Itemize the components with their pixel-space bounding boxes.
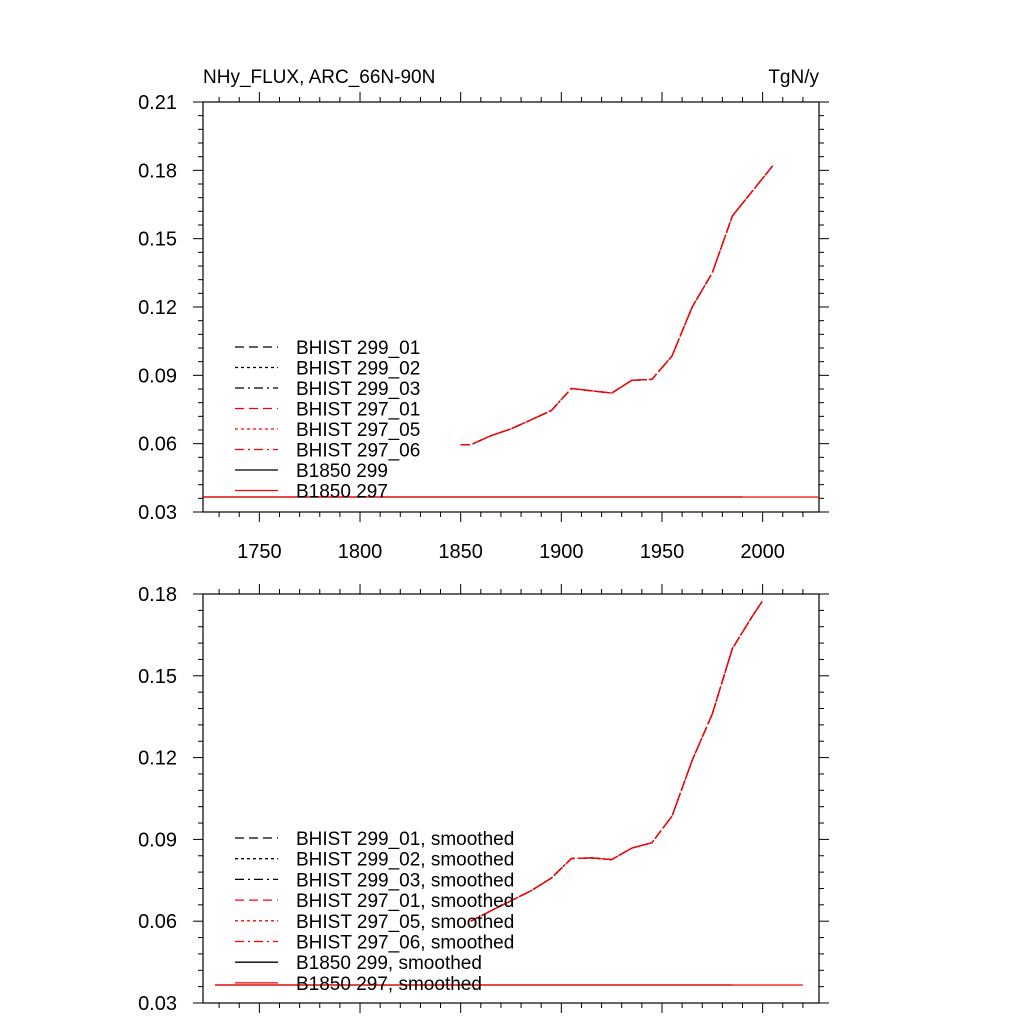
series-line-4	[470, 600, 764, 922]
legend-label: BHIST 297_05	[296, 420, 420, 441]
x-tick-label: 1800	[338, 541, 383, 563]
legend-label: BHIST 297_06	[296, 441, 420, 462]
x-tick-label: 1950	[640, 541, 685, 563]
series-line-2	[460, 165, 774, 446]
y-tick-label: 0.12	[138, 748, 177, 770]
series-line-6	[460, 165, 774, 446]
legend-label: B1850 297	[296, 482, 388, 503]
chart-title: NHy_FLUX, ARC_66N-90N	[203, 67, 435, 88]
legend-label: BHIST 299_02, smoothed	[296, 850, 514, 871]
legend-label: BHIST 299_03	[296, 379, 420, 400]
panel-bottom: 0.03 0.06 0.09 0.12 0.15 0.18 BHIST 299_01, sm…	[138, 584, 829, 1015]
units-label: TgN/y	[768, 67, 819, 88]
x-tick-label: 1850	[438, 541, 483, 563]
y-tick-label: 0.12	[138, 297, 177, 319]
series-line-3	[460, 165, 774, 446]
series-line-5	[460, 165, 774, 446]
x-tick-label: 1750	[237, 541, 282, 563]
series-line-3	[470, 600, 764, 922]
y-tick-label: 0.03	[138, 993, 177, 1015]
y-tick-label: 0.03	[138, 502, 177, 524]
legend-label: BHIST 299_03, smoothed	[296, 870, 514, 891]
series-line-2	[470, 600, 764, 922]
legend-label: B1850 297, smoothed	[296, 974, 482, 995]
x-tick-label: 2000	[740, 541, 785, 563]
series-line-4	[460, 165, 774, 446]
y-tick-label: 0.09	[138, 829, 177, 851]
y-tick-label: 0.18	[138, 584, 177, 606]
legend-label: BHIST 299_02	[296, 359, 420, 380]
legend-label: BHIST 299_01	[296, 338, 420, 359]
panel-top: NHy_FLUX, ARC_66N-90N TgN/y 0.03 0.06 0.09…	[138, 67, 829, 563]
series-line-1	[460, 165, 774, 446]
legend-label: B1850 299, smoothed	[296, 953, 482, 974]
legend-label: BHIST 297_01, smoothed	[296, 891, 514, 912]
series-line-6	[470, 600, 764, 922]
legend-label: B1850 299	[296, 461, 388, 482]
y-tick-label: 0.21	[138, 92, 177, 114]
y-tick-label: 0.15	[138, 666, 177, 688]
y-tick-label: 0.09	[138, 365, 177, 387]
series-line-1	[470, 600, 764, 922]
legend-label: BHIST 297_01	[296, 400, 420, 421]
series-line-5	[470, 600, 764, 922]
plot-frame	[202, 593, 820, 1004]
legend-label: BHIST 297_05, smoothed	[296, 912, 514, 933]
y-tick-label: 0.15	[138, 229, 177, 251]
x-tick-label: 1900	[539, 541, 584, 563]
legend-label: BHIST 297_06, smoothed	[296, 933, 514, 954]
y-tick-label: 0.06	[138, 434, 177, 456]
y-tick-label: 0.18	[138, 160, 177, 182]
y-tick-label: 0.06	[138, 911, 177, 933]
legend-label: BHIST 299_01, smoothed	[296, 829, 514, 850]
